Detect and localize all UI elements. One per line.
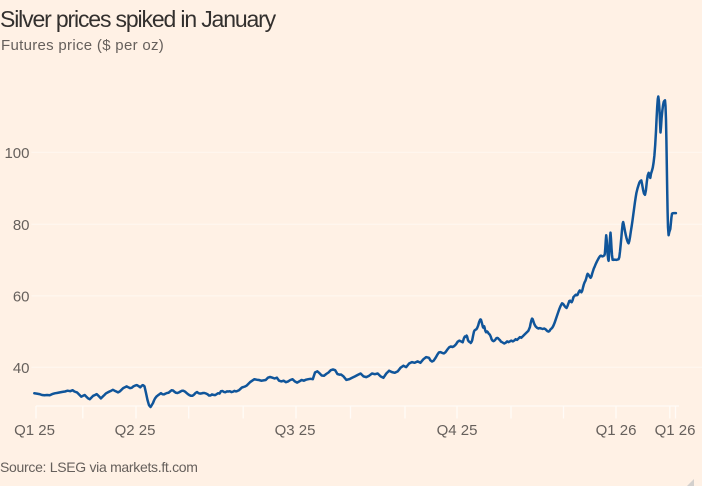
svg-text:80: 80	[13, 217, 30, 234]
svg-text:Q4 25: Q4 25	[437, 422, 478, 439]
svg-text:Q2 25: Q2 25	[115, 422, 156, 439]
svg-text:100: 100	[4, 145, 29, 162]
svg-text:60: 60	[13, 288, 30, 305]
svg-text:Q3 25: Q3 25	[275, 422, 316, 439]
svg-text:Q1 25: Q1 25	[14, 422, 55, 439]
svg-text:40: 40	[13, 360, 30, 377]
svg-text:Q1 26: Q1 26	[655, 422, 696, 439]
svg-text:Q1 26: Q1 26	[596, 422, 637, 439]
